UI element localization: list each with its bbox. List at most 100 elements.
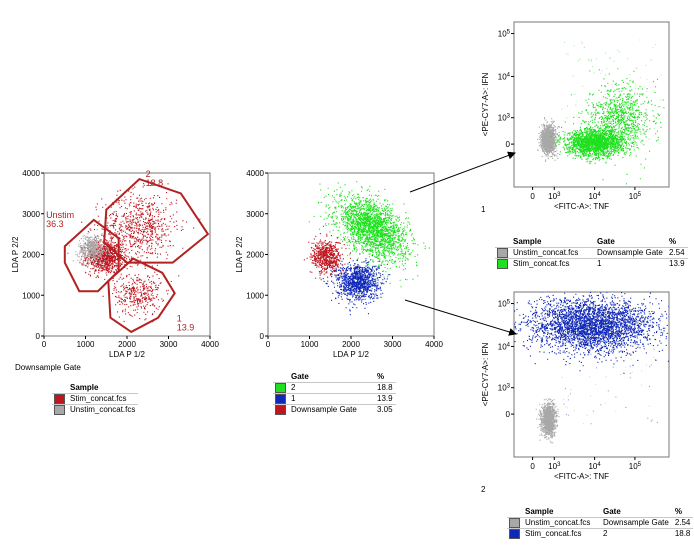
y-axis-label: <PE-CY7-A>: IFN bbox=[481, 342, 490, 406]
point-cluster bbox=[537, 117, 561, 162]
legend-swatch bbox=[509, 518, 520, 528]
legend-header-pct: % bbox=[674, 507, 682, 516]
legend-header-gate: Gate bbox=[291, 372, 309, 381]
arrow-to-gate-2-plot bbox=[404, 299, 517, 336]
x-tick-label: 104 bbox=[588, 462, 601, 471]
legend-pct: 13.9 bbox=[666, 258, 688, 270]
gate-1 bbox=[107, 257, 176, 334]
y-tick-label: 105 bbox=[498, 300, 511, 309]
y-tick-label: 104 bbox=[498, 72, 511, 81]
legend-gate: 1 bbox=[288, 393, 374, 405]
y-tick-label: 0 bbox=[506, 410, 511, 419]
gate-percent-label: 36.3 bbox=[46, 219, 64, 229]
legend-swatch bbox=[54, 405, 65, 416]
series-2 bbox=[308, 181, 430, 288]
legend-swatch bbox=[275, 394, 286, 405]
legend-row: Stim_concat.fcs 2 18.8 bbox=[507, 528, 694, 540]
y-tick-label: 1000 bbox=[246, 291, 264, 300]
plot-caption: Downsample Gate bbox=[15, 363, 81, 372]
gate-name-label: 2 bbox=[146, 169, 151, 179]
x-tick-label: 103 bbox=[548, 462, 561, 471]
legend-gate: 2 bbox=[600, 528, 672, 540]
x-tick-label: 105 bbox=[629, 192, 642, 201]
y-axis-label: LDA P 2/2 bbox=[235, 236, 244, 272]
plot-caption: 2 bbox=[481, 485, 486, 494]
legend-gate: Downsample Gate bbox=[594, 246, 666, 259]
series-unstim-concat-fcs bbox=[537, 39, 662, 162]
x-tick-label: 1000 bbox=[77, 340, 95, 349]
legend-sample: Stim_concat.fcs bbox=[67, 392, 139, 405]
y-tick-label: 0 bbox=[260, 332, 265, 341]
legend-row: Unstim_concat.fcs bbox=[52, 404, 139, 416]
point-cluster bbox=[79, 180, 201, 277]
point-cluster bbox=[550, 117, 641, 164]
legend-row: 1 13.9 bbox=[273, 393, 396, 405]
legend-header-sample: Sample bbox=[70, 383, 99, 392]
legend-p2: Gate% 2 18.8 1 13.9 Downsample Gate 3.05 bbox=[273, 372, 396, 416]
legend-pct: 2.54 bbox=[671, 516, 694, 529]
legend-gate: 1 bbox=[594, 258, 666, 270]
legend-header-sample: Sample bbox=[525, 507, 554, 516]
legend-row: Unstim_concat.fcs Downsample Gate 2.54 bbox=[495, 246, 688, 259]
legend-row: 2 18.8 bbox=[273, 381, 396, 394]
x-tick-label: 1000 bbox=[301, 340, 319, 349]
y-axis-label: <PE-CY7-A>: IFN bbox=[481, 72, 490, 136]
x-tick-label: 4000 bbox=[425, 340, 443, 349]
x-tick-label: 104 bbox=[588, 192, 601, 201]
x-axis-label: LDA P 1/2 bbox=[109, 350, 145, 359]
legend-swatch bbox=[509, 529, 520, 540]
legend-row: Stim_concat.fcs bbox=[52, 392, 139, 405]
y-tick-label: 4000 bbox=[22, 169, 40, 178]
x-tick-label: 0 bbox=[266, 340, 271, 349]
scatter-points-p1 bbox=[67, 180, 201, 323]
legend-pct: 18.8 bbox=[671, 528, 694, 540]
x-tick-label: 105 bbox=[629, 462, 642, 471]
point-noise bbox=[561, 41, 655, 151]
legend-pct: 3.05 bbox=[374, 404, 396, 416]
legend-swatch bbox=[497, 259, 508, 270]
series-unstim-concat-fcs bbox=[535, 313, 662, 444]
legend-gate: Downsample Gate bbox=[288, 404, 374, 416]
legend-sample: Unstim_concat.fcs bbox=[67, 404, 139, 416]
legend-gate: Downsample Gate bbox=[600, 516, 672, 529]
series-stim-concat-fcs bbox=[514, 292, 669, 425]
y-axis-label: LDA P 2/2 bbox=[11, 236, 20, 272]
legend-p3: Sample Gate% Unstim_concat.fcs Downsample… bbox=[495, 237, 688, 270]
x-axis-label: <FITC-A>: TNF bbox=[554, 202, 609, 211]
y-tick-label: 103 bbox=[498, 384, 511, 393]
y-tick-label: 3000 bbox=[246, 210, 264, 219]
point-cluster bbox=[308, 181, 430, 288]
point-cluster bbox=[514, 292, 669, 374]
point-cluster bbox=[102, 262, 172, 323]
legend-gate: 2 bbox=[288, 381, 374, 394]
plot-frame-p1 bbox=[43, 172, 211, 337]
point-cluster bbox=[535, 398, 560, 444]
legend-p1: Sample Stim_concat.fcs Unstim_concat.fcs bbox=[52, 383, 139, 416]
y-tick-label: 2000 bbox=[22, 251, 40, 260]
point-cluster bbox=[69, 228, 119, 270]
y-tick-label: 4000 bbox=[246, 169, 264, 178]
scatter-points-p2 bbox=[303, 181, 430, 316]
legend-header-gate: Gate bbox=[597, 237, 615, 246]
series-1 bbox=[322, 253, 391, 316]
x-tick-label: 0 bbox=[530, 192, 535, 201]
legend-p4: Sample Gate% Unstim_concat.fcs Downsample… bbox=[507, 507, 694, 540]
legend-swatch bbox=[497, 248, 508, 258]
point-cluster bbox=[303, 225, 351, 281]
gate-percent-label: 13.9 bbox=[177, 323, 195, 333]
legend-header-pct: % bbox=[377, 372, 385, 381]
x-axis-label: <FITC-A>: TNF bbox=[554, 472, 609, 481]
gate-name-label: Unstim bbox=[46, 210, 74, 220]
arrow-to-gate-1-plot bbox=[409, 151, 516, 193]
y-tick-label: 105 bbox=[498, 30, 511, 39]
legend-pct: 13.9 bbox=[374, 393, 396, 405]
series-unstim-concat-fcs bbox=[69, 228, 119, 270]
legend-header-sample: Sample bbox=[513, 237, 542, 246]
legend-row: Downsample Gate 3.05 bbox=[273, 404, 396, 416]
x-tick-label: 0 bbox=[42, 340, 47, 349]
x-axis-label: LDA P 1/2 bbox=[333, 350, 369, 359]
gate-2 bbox=[103, 177, 210, 264]
legend-sample: Stim_concat.fcs bbox=[510, 258, 594, 270]
legend-swatch bbox=[54, 394, 65, 404]
plot-caption: 1 bbox=[481, 205, 486, 214]
